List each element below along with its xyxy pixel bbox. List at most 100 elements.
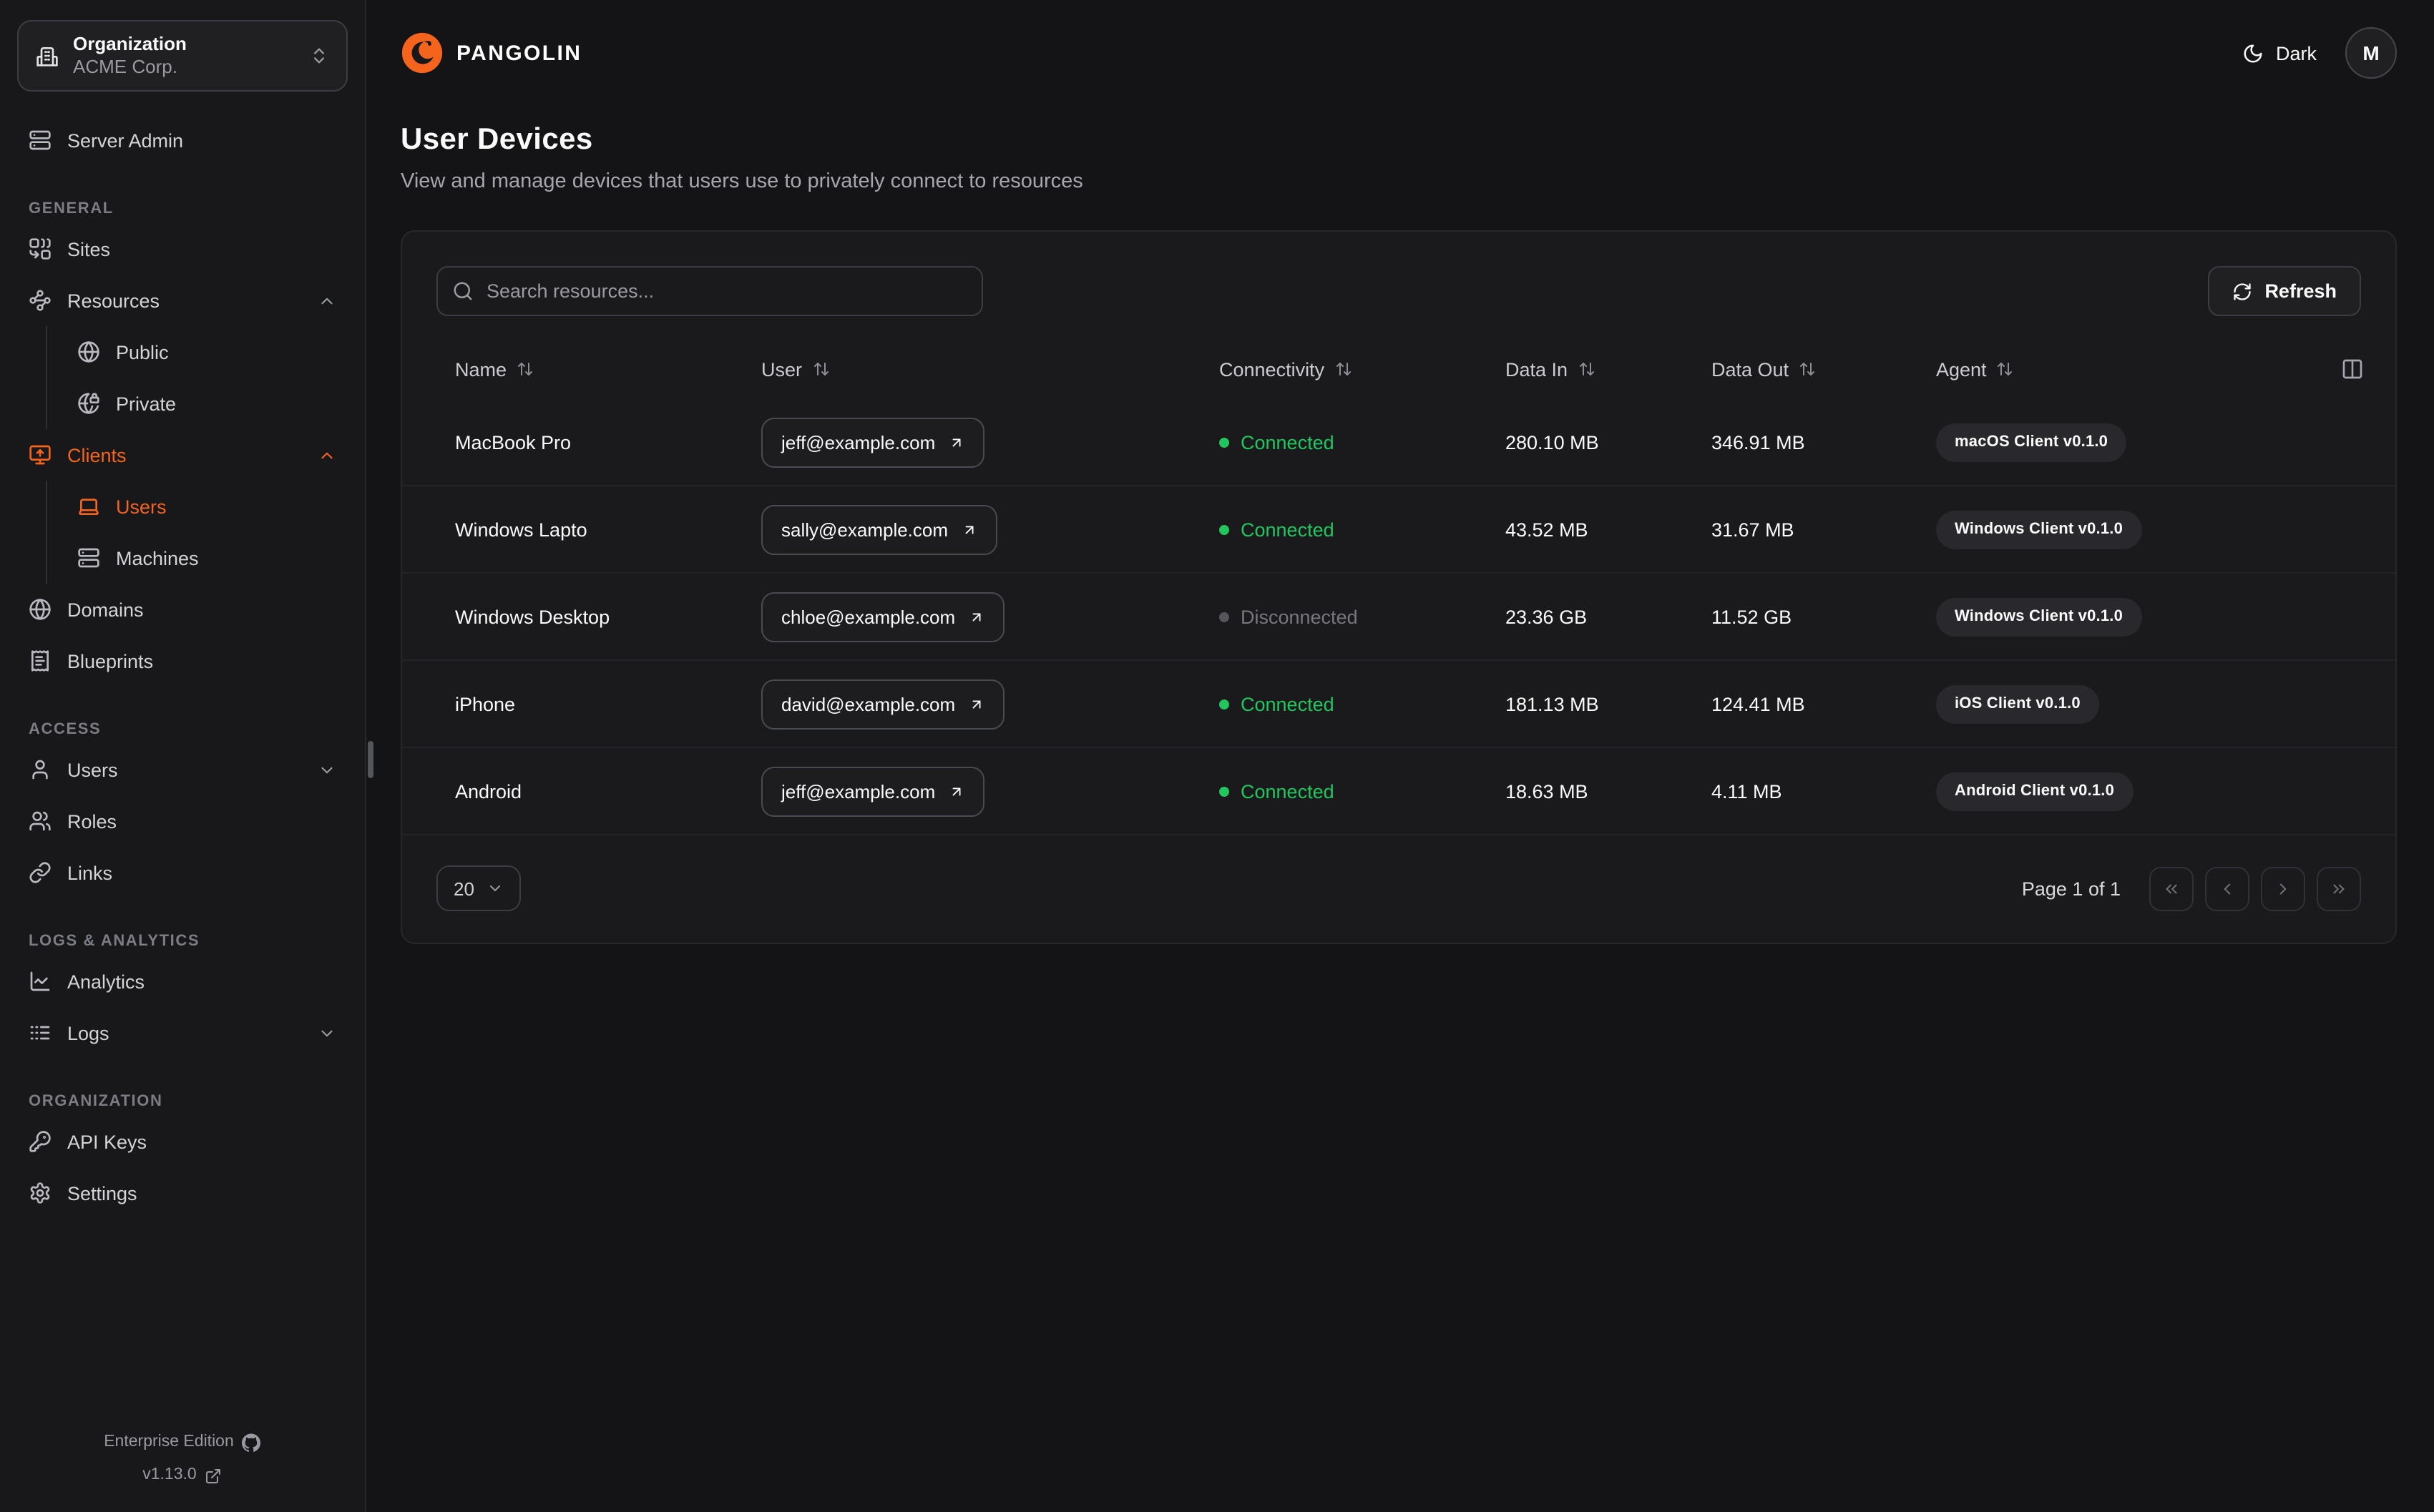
arrow-up-right-icon (972, 699, 980, 708)
user-link-button[interactable]: chloe@example.com (761, 591, 1005, 642)
link-icon (29, 862, 51, 883)
server-icon (29, 130, 51, 150)
user-link-button[interactable]: jeff@example.com (761, 417, 984, 467)
github-icon[interactable] (242, 1433, 261, 1452)
search-input[interactable] (436, 266, 983, 316)
prev-page-button[interactable] (2205, 866, 2249, 910)
monitor-up-icon (29, 445, 51, 465)
theme-toggle-button[interactable]: Dark (2243, 42, 2317, 64)
brand[interactable]: PANGOLIN (401, 31, 582, 74)
column-header-data-out[interactable]: Data Out (1711, 358, 1936, 380)
globe-lock-icon (78, 393, 99, 414)
user-link-button[interactable]: sally@example.com (761, 504, 997, 554)
key-icon (29, 1131, 51, 1152)
page-size-select[interactable]: 20 (436, 865, 522, 911)
sidebar-item-analytics[interactable]: Analytics (17, 956, 348, 1007)
search-icon (454, 282, 472, 300)
sidebar-item-users[interactable]: Users (17, 744, 348, 795)
device-name: MacBook Pro (455, 431, 572, 453)
next-page-button[interactable] (2261, 866, 2305, 910)
page-title: User Devices (401, 123, 593, 156)
data-in-value: 43.52 MB (1505, 519, 1588, 540)
status-dot (1219, 699, 1229, 709)
sort-icon (518, 363, 533, 375)
table-toolbar: Refresh (402, 266, 2395, 316)
arrow-up-right-icon (952, 438, 960, 446)
table-row[interactable]: Windows Lapto sally@example.com Connecte… (402, 486, 2395, 574)
user-link-button[interactable]: david@example.com (761, 679, 1005, 729)
sidebar-item-logs[interactable]: Logs (17, 1007, 348, 1059)
agent-badge: Windows Client v0.1.0 (1936, 510, 2142, 549)
globe-icon (78, 341, 99, 363)
sidebar-item-server-admin[interactable]: Server Admin (17, 114, 348, 166)
column-header-name[interactable]: Name (455, 358, 761, 380)
column-header-data-in[interactable]: Data In (1505, 358, 1711, 380)
section-label-general: GENERAL (29, 200, 114, 217)
sidebar-item-machines[interactable]: Machines (66, 532, 348, 584)
sidebar-item-private[interactable]: Private (66, 378, 348, 429)
sidebar-scrollbar-thumb[interactable] (368, 741, 373, 778)
clients-subnav: Users Machines (46, 481, 348, 584)
sidebar-item-sites[interactable]: Sites (17, 223, 348, 275)
section-label-logs-analytics: LOGS & ANALYTICS (29, 933, 200, 950)
chevron-up-icon (321, 297, 333, 304)
chevrons-up-down-icon (314, 48, 324, 64)
organization-selector[interactable]: Organization ACME Corp. (17, 20, 348, 92)
data-out-value: 31.67 MB (1711, 519, 1794, 540)
column-header-agent[interactable]: Agent (1936, 358, 2315, 380)
main-area: PANGOLIN Dark M User Devices View and ma… (366, 0, 2434, 1512)
sidebar: Organization ACME Corp. Server Admin GEN… (0, 0, 366, 1512)
sidebar-item-links[interactable]: Links (17, 847, 348, 898)
agent-badge: iOS Client v0.1.0 (1936, 684, 2099, 723)
avatar[interactable]: M (2345, 27, 2397, 79)
sidebar-item-blueprints[interactable]: Blueprints (17, 635, 348, 687)
sidebar-item-public[interactable]: Public (66, 326, 348, 378)
moon-icon (2244, 44, 2263, 62)
page-info: Page 1 of 1 (2021, 878, 2121, 899)
arrow-up-right-icon (964, 525, 973, 534)
table-row[interactable]: MacBook Pro jeff@example.com Connected 2… (402, 399, 2395, 486)
chevron-down-icon (321, 766, 333, 773)
refresh-icon (2233, 283, 2251, 300)
agent-badge: Android Client v0.1.0 (1936, 772, 2134, 810)
sidebar-item-roles[interactable]: Roles (17, 795, 348, 847)
section-label-access: ACCESS (29, 721, 102, 738)
first-page-button[interactable] (2149, 866, 2194, 910)
data-out-value: 4.11 MB (1711, 780, 1782, 802)
combine-icon (29, 238, 51, 260)
sidebar-item-client-users[interactable]: Users (66, 481, 348, 532)
refresh-button[interactable]: Refresh (2207, 266, 2361, 316)
sidebar-item-clients[interactable]: Clients (17, 429, 348, 481)
sidebar-item-api-keys[interactable]: API Keys (17, 1116, 348, 1167)
data-out-value: 124.41 MB (1711, 693, 1805, 715)
column-header-connectivity[interactable]: Connectivity (1219, 358, 1505, 380)
table-row[interactable]: iPhone david@example.com Connected 181.1… (402, 661, 2395, 748)
table-row[interactable]: Windows Desktop chloe@example.com Discon… (402, 574, 2395, 661)
pangolin-logo-icon (401, 32, 443, 74)
chart-line-icon (30, 971, 50, 991)
sidebar-item-domains[interactable]: Domains (17, 584, 348, 635)
sidebar-item-resources[interactable]: Resources (17, 275, 348, 326)
columns-toggle-icon[interactable] (2341, 358, 2364, 381)
chevrons-left-icon (2166, 883, 2177, 893)
search-box (436, 266, 983, 316)
data-out-value: 346.91 MB (1711, 431, 1805, 453)
arrow-up-right-icon (972, 612, 980, 621)
column-header-user[interactable]: User (761, 358, 1219, 380)
last-page-button[interactable] (2317, 866, 2361, 910)
sidebar-item-settings[interactable]: Settings (17, 1167, 348, 1219)
arrow-up-right-icon (952, 787, 960, 795)
edition-label: Enterprise Edition (104, 1433, 234, 1450)
section-label-organization: ORGANIZATION (29, 1093, 163, 1110)
top-header: PANGOLIN Dark M (401, 0, 2397, 106)
external-link-icon[interactable] (205, 1467, 223, 1484)
page-subtitle: View and manage devices that users use t… (401, 170, 1083, 193)
chevron-down-icon (490, 885, 501, 891)
laptop-icon (79, 499, 99, 515)
data-in-value: 181.13 MB (1505, 693, 1599, 715)
version-label: v1.13.0 (142, 1466, 197, 1483)
chevrons-right-icon (2333, 883, 2345, 893)
user-link-button[interactable]: jeff@example.com (761, 766, 984, 816)
resources-subnav: Public Private (46, 326, 348, 429)
table-row[interactable]: Android jeff@example.com Connected 18.63… (402, 748, 2395, 835)
